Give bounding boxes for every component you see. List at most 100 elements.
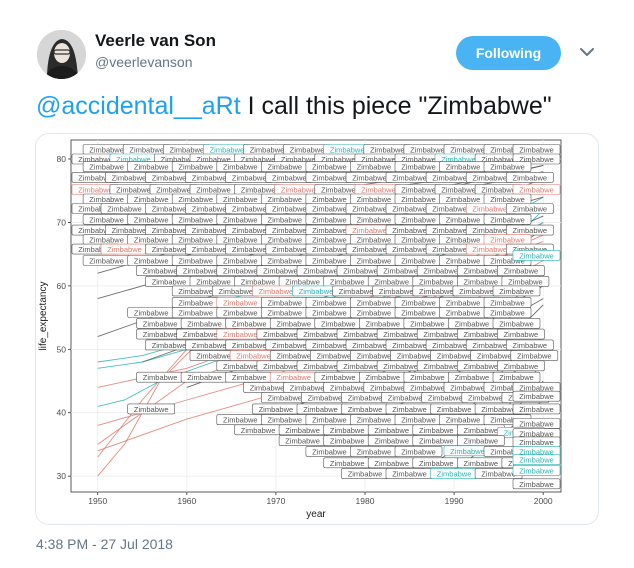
data-label: Zimbabwe: [439, 214, 487, 225]
data-label-text: Zimbabwe: [517, 352, 552, 361]
data-label: Zimbabwe: [512, 465, 561, 476]
data-label-text: Zimbabwe: [446, 309, 481, 318]
data-label: Zimbabwe: [216, 193, 265, 205]
data-label-text: Zimbabwe: [218, 287, 253, 296]
data-label-text: Zimbabwe: [285, 426, 320, 435]
data-label-text: Zimbabwe: [490, 447, 525, 456]
data-label-text: Zimbabwe: [343, 267, 378, 276]
author-name[interactable]: Veerle van Son: [95, 31, 216, 50]
data-label: Zimbabwe: [505, 224, 554, 236]
data-label-text: Zimbabwe: [463, 426, 498, 435]
data-label-text: Zimbabwe: [134, 405, 169, 414]
mention-link[interactable]: @accidental__aRt: [36, 92, 241, 120]
data-label-text: Zimbabwe: [232, 341, 267, 350]
data-label-text: Zimbabwe: [490, 383, 525, 392]
data-label: Zimbabwe: [314, 371, 363, 383]
data-label-text: Zimbabwe: [223, 298, 258, 307]
data-label-text: Zimbabwe: [512, 226, 547, 235]
data-label-text: Zimbabwe: [490, 236, 525, 245]
data-label-text: Zimbabwe: [223, 416, 258, 425]
data-label: Zimbabwe: [305, 214, 354, 225]
data-label-text: Zimbabwe: [78, 205, 113, 214]
data-label: Zimbabwe: [105, 172, 153, 183]
data-label-text: Zimbabwe: [401, 155, 436, 164]
tweet-timestamp[interactable]: 4:38 PM - 27 Jul 2018: [36, 536, 173, 552]
data-label-text: Zimbabwe: [78, 226, 113, 235]
data-label-text: Zimbabwe: [370, 383, 405, 392]
data-label: Zimbabwe: [430, 403, 478, 415]
data-label: Zimbabwe: [439, 307, 487, 318]
data-label: Zimbabwe: [465, 243, 514, 255]
data-label-text: Zimbabwe: [383, 330, 418, 339]
data-label: Zimbabwe: [323, 424, 372, 436]
y-tick-label: 70: [57, 217, 67, 227]
data-label: Zimbabwe: [341, 468, 389, 479]
data-label: Zimbabwe: [350, 297, 398, 308]
data-label: Zimbabwe: [278, 424, 327, 436]
data-label: Zimbabwe: [439, 255, 487, 266]
data-label: Zimbabwe: [394, 297, 443, 308]
data-label-text: Zimbabwe: [374, 459, 409, 468]
data-label: Zimbabwe: [412, 435, 461, 446]
data-label-text: Zimbabwe: [192, 341, 227, 350]
data-label: Zimbabwe: [497, 265, 545, 276]
data-label: Zimbabwe: [127, 234, 175, 245]
data-label-text: Zimbabwe: [281, 186, 316, 195]
data-label: Zimbabwe: [278, 276, 327, 287]
author-handle[interactable]: @veerlevanson: [95, 54, 193, 70]
data-label-text: Zimbabwe: [432, 226, 467, 235]
data-label: Zimbabwe: [512, 403, 561, 415]
data-label-text: Zimbabwe: [321, 319, 356, 328]
data-label: Zimbabwe: [439, 234, 487, 245]
data-label-text: Zimbabwe: [343, 330, 378, 339]
data-label-text: Zimbabwe: [232, 226, 267, 235]
data-label-text: Zimbabwe: [223, 362, 258, 371]
tweet-menu-button[interactable]: [578, 43, 596, 61]
following-button[interactable]: Following: [456, 36, 561, 70]
data-label: Zimbabwe: [305, 234, 354, 245]
data-label-box: [483, 161, 532, 172]
data-label-text: Zimbabwe: [89, 163, 124, 172]
data-label-text: Zimbabwe: [490, 146, 525, 155]
data-label: Zimbabwe: [456, 265, 505, 276]
data-label-text: Zimbabwe: [472, 245, 507, 254]
data-label: Zimbabwe: [512, 382, 561, 393]
data-label-text: Zimbabwe: [392, 405, 427, 414]
data-label-text: Zimbabwe: [152, 245, 187, 254]
data-label: Zimbabwe: [323, 435, 372, 446]
data-label-text: Zimbabwe: [232, 319, 267, 328]
data-label: Zimbabwe: [127, 403, 175, 415]
data-label-text: Zimbabwe: [410, 319, 445, 328]
data-label-text: Zimbabwe: [303, 267, 338, 276]
data-label: Zimbabwe: [505, 339, 554, 351]
tweet-body: I call this piece "Zimbabwe": [240, 92, 552, 120]
data-label-text: Zimbabwe: [89, 146, 124, 155]
data-label-text: Zimbabwe: [312, 215, 347, 224]
data-label-text: Zimbabwe: [365, 319, 400, 328]
data-label-text: Zimbabwe: [370, 146, 405, 155]
data-label-text: Zimbabwe: [192, 226, 227, 235]
data-label: Zimbabwe: [425, 339, 474, 351]
data-label: Zimbabwe: [296, 328, 345, 340]
data-label-text: Zimbabwe: [343, 362, 378, 371]
data-label-text: Zimbabwe: [392, 341, 427, 350]
data-label: Zimbabwe: [82, 255, 131, 266]
data-label-text: Zimbabwe: [303, 330, 338, 339]
avatar-portrait-icon: [37, 30, 86, 79]
data-label-text: Zimbabwe: [463, 362, 498, 371]
data-label-text: Zimbabwe: [223, 257, 258, 266]
data-label-text: Zimbabwe: [490, 309, 525, 318]
data-label-text: Zimbabwe: [437, 405, 472, 414]
data-label-text: Zimbabwe: [348, 394, 383, 403]
x-axis-label: year: [306, 509, 326, 520]
data-label: Zimbabwe: [376, 360, 425, 372]
y-tick-label: 80: [57, 154, 67, 164]
data-label-text: Zimbabwe: [499, 287, 534, 296]
data-label-text: Zimbabwe: [223, 195, 258, 204]
tweet-media[interactable]: Zimbabwe Zimbabwe Zimbabwe Zimbabwe Zimbabwe…: [35, 133, 599, 525]
data-label: Zimbabwe: [381, 392, 429, 403]
data-label-text: Zimbabwe: [392, 226, 427, 235]
data-label: Zimbabwe: [212, 285, 260, 297]
avatar[interactable]: [37, 30, 86, 79]
data-label-text: Zimbabwe: [312, 416, 347, 425]
